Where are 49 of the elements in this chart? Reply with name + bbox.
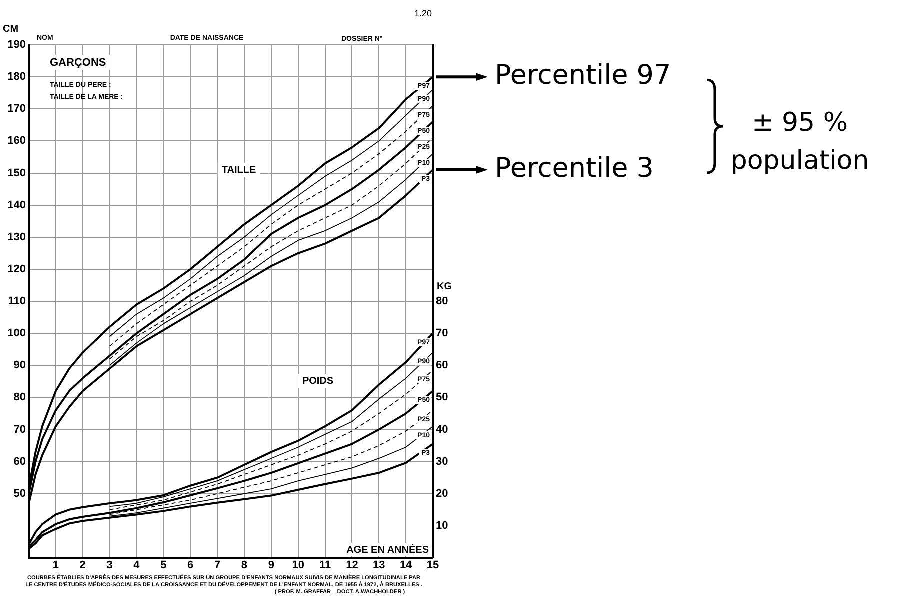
x-tick-label: 15: [426, 560, 440, 572]
y-axis-title: CM: [3, 24, 19, 35]
x-tick-label: 11: [319, 560, 332, 572]
y-tick-label: 180: [8, 71, 26, 84]
y2-tick-label: 20: [436, 488, 448, 500]
x-axis-title: AGE EN ANNÉES: [346, 544, 430, 556]
x-tick-label: 3: [106, 560, 113, 572]
y-tick-label: 80: [14, 392, 26, 404]
y-tick-label: 130: [8, 231, 26, 244]
x-tick-label: 5: [160, 560, 167, 572]
y2-tick-label: 70: [436, 328, 448, 340]
y-tick-label: 150: [8, 167, 26, 180]
y2-axis-title: KG: [437, 281, 452, 292]
y-tick-label: 90: [14, 360, 26, 372]
y2-tick-label: 80: [436, 296, 448, 308]
annotation: POIDS: [302, 376, 334, 387]
y2-tick-label: 50: [436, 392, 448, 404]
y2-tick-label: 10: [436, 520, 448, 532]
y-tick-label: 190: [8, 39, 26, 52]
y2-tick-label: 30: [436, 456, 448, 468]
x-tick-label: 2: [80, 560, 86, 572]
y-tick-label: 110: [8, 296, 26, 308]
x-tick-label: 6: [188, 560, 194, 572]
y-tick-label: 140: [8, 199, 26, 212]
text: ± 95 %: [752, 108, 848, 138]
y-tick-label: 120: [8, 263, 26, 276]
x-tick-label: 4: [134, 560, 141, 572]
y2-tick-label: 40: [436, 424, 448, 436]
x-tick-label: 13: [373, 560, 386, 572]
y2-tick-label: 60: [436, 360, 448, 372]
y-tick-label: 70: [14, 424, 26, 436]
text: 1.20: [414, 8, 432, 18]
text: population: [730, 146, 870, 176]
annotation: Percentile 97: [495, 60, 672, 92]
y-tick-label: 100: [8, 328, 26, 340]
y-tick-label: 50: [14, 488, 26, 500]
y-tick-label: 60: [14, 456, 26, 468]
x-tick-label: 7: [214, 560, 221, 572]
text: GARÇONS: [50, 57, 106, 70]
x-tick-label: 14: [400, 560, 414, 572]
x-tick-label: 1: [52, 560, 59, 572]
x-tick-label: 8: [241, 560, 248, 572]
y-tick-label: 170: [8, 103, 26, 116]
x-tick-label: 12: [346, 560, 358, 572]
annotation: TAILLE: [222, 164, 256, 176]
x-tick-label: 10: [292, 560, 304, 572]
y-tick-label: 160: [8, 135, 26, 148]
x-tick-label: 9: [268, 560, 274, 572]
annotation: Percentile 3: [495, 153, 654, 184]
